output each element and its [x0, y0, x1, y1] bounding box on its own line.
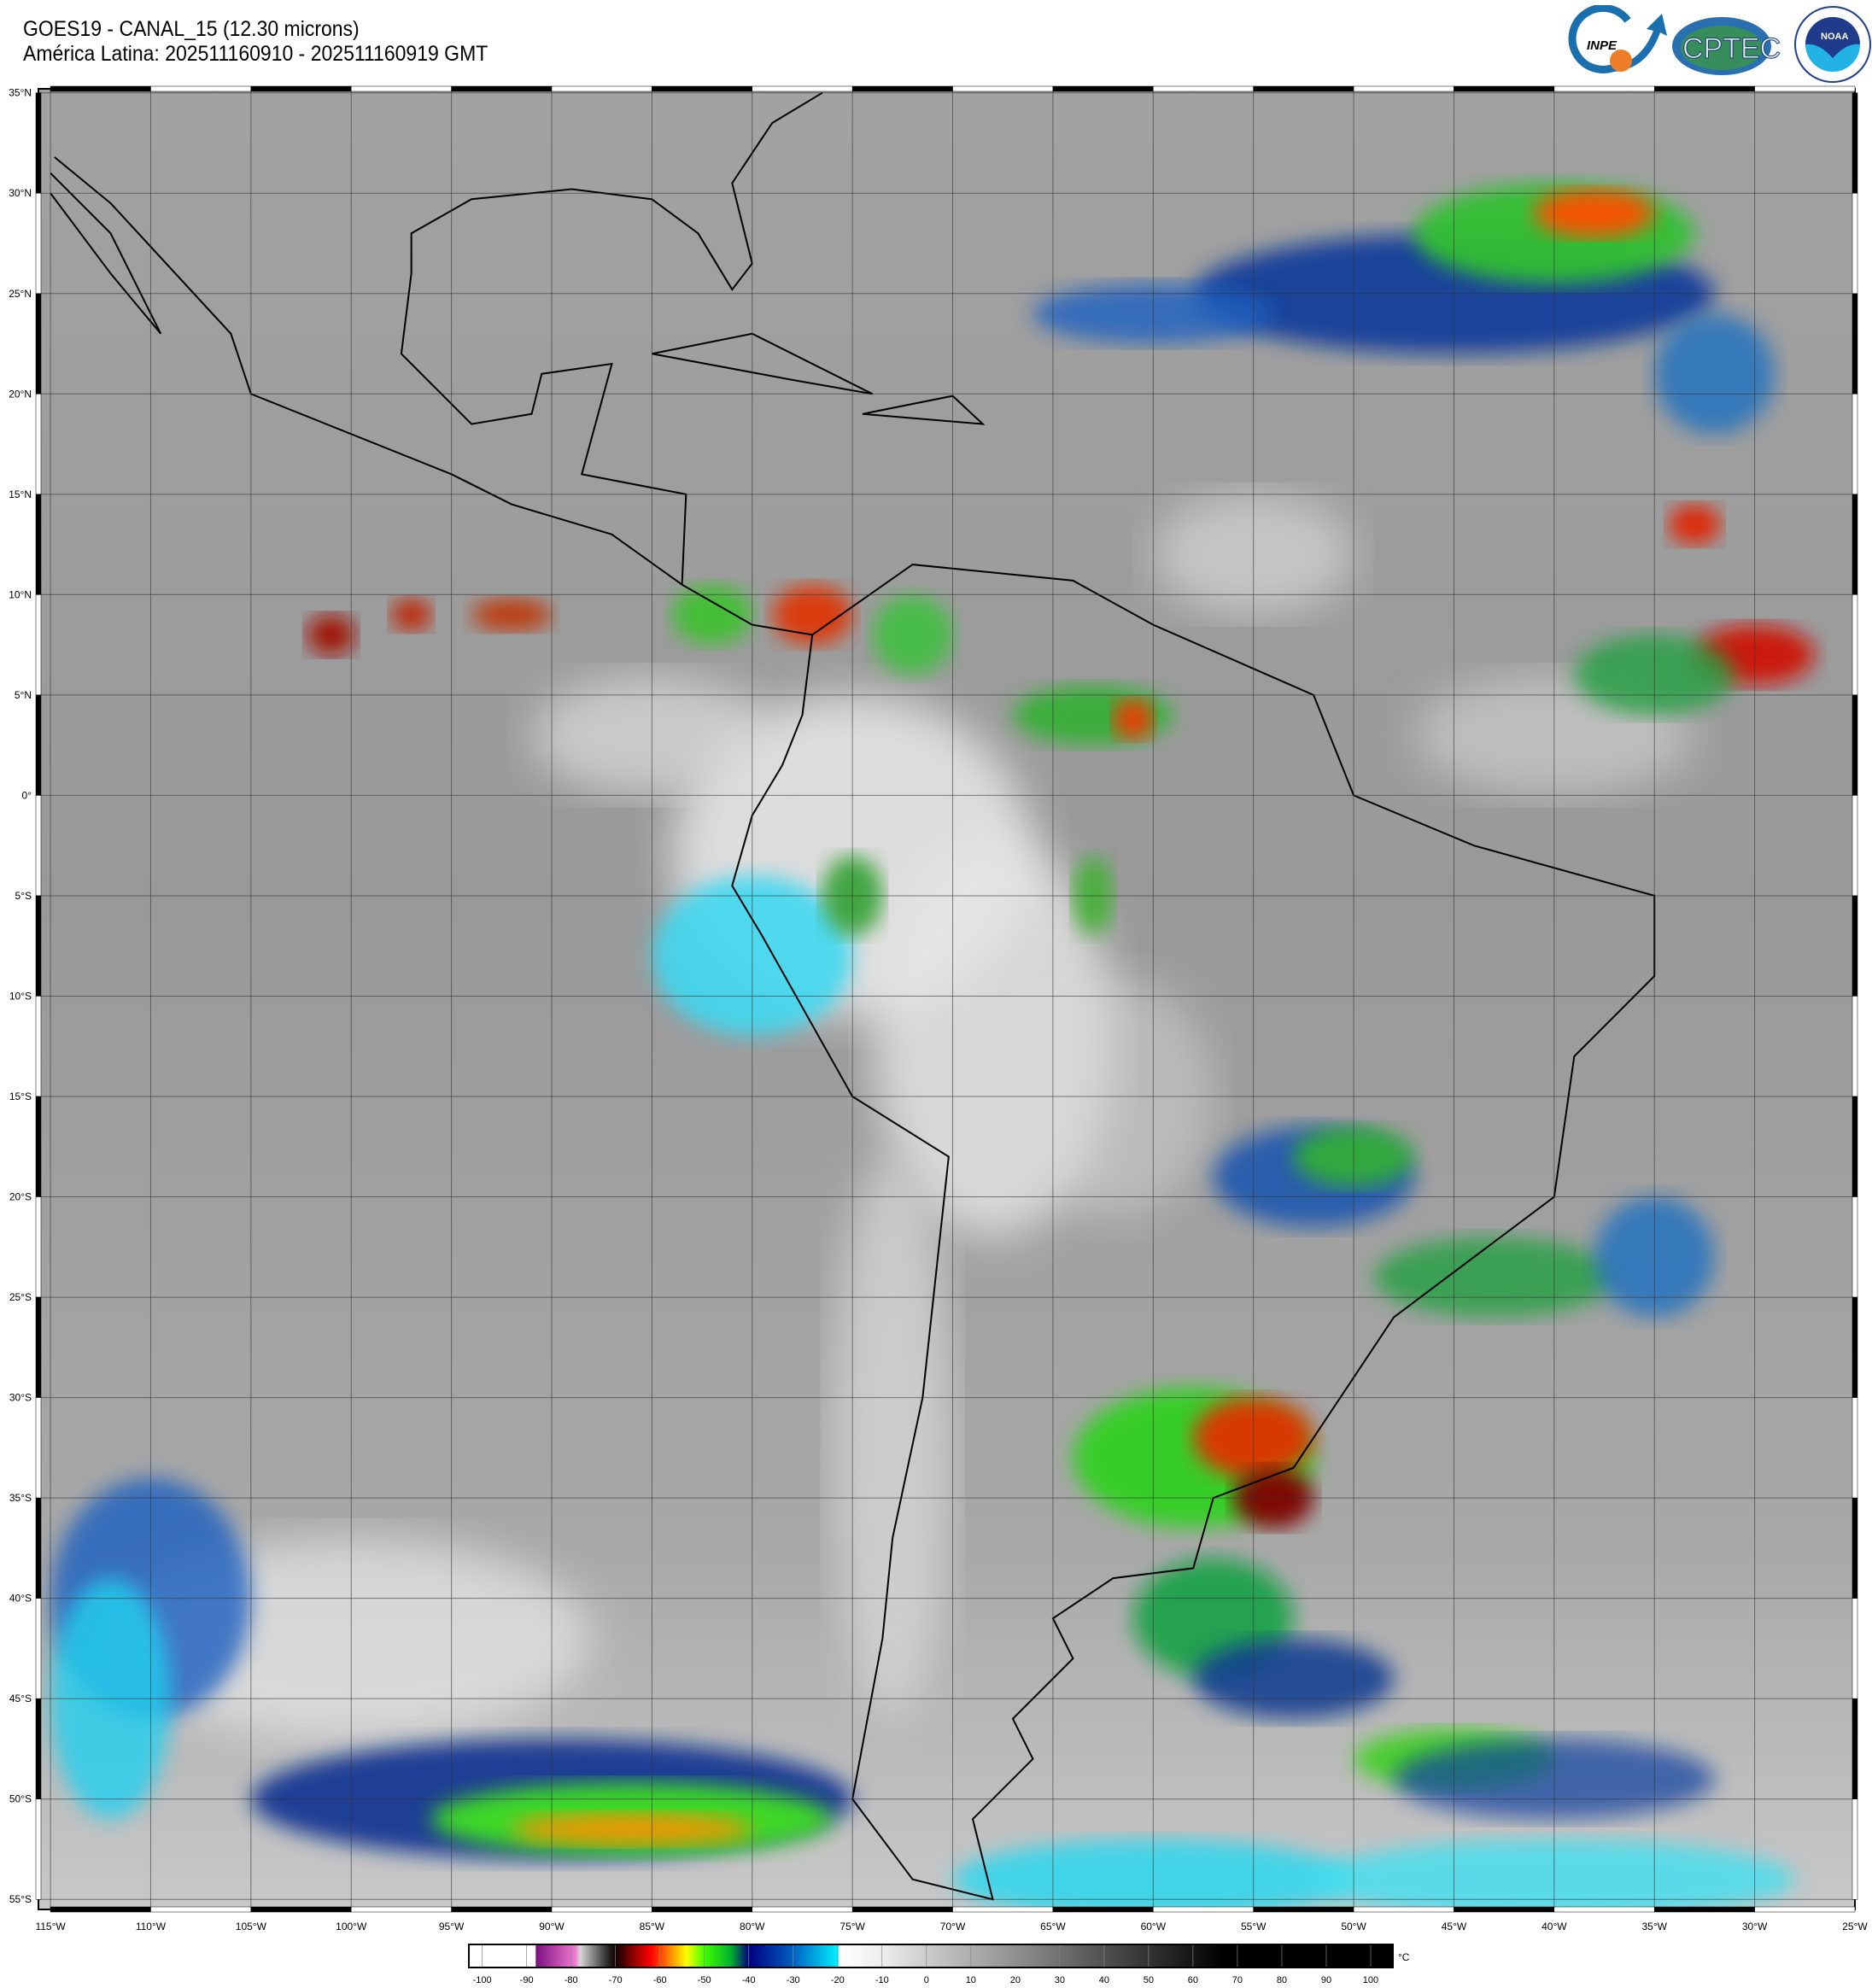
latitude-label: 45°S — [9, 1693, 32, 1704]
latitude-label: 15°N — [9, 488, 32, 500]
colorbar-tick-label: 0 — [924, 1975, 929, 1985]
longitude-label: 75°W — [839, 1921, 865, 1932]
latitude-label: 10°S — [9, 990, 32, 1002]
longitude-label: 115°W — [35, 1921, 66, 1932]
longitude-label: 85°W — [640, 1921, 665, 1932]
longitude-label: 35°W — [1641, 1921, 1667, 1932]
cloud-feature — [1654, 313, 1775, 435]
longitude-label: 95°W — [439, 1921, 465, 1932]
longitude-label: 65°W — [1040, 1921, 1066, 1932]
longitude-label: 40°W — [1541, 1921, 1567, 1932]
latitude-label: 25°S — [9, 1291, 32, 1303]
longitude-label: 90°W — [539, 1921, 565, 1932]
longitude-label: 80°W — [740, 1921, 765, 1932]
longitude-label: 105°W — [236, 1921, 267, 1932]
colorbar-tick-label: -20 — [831, 1975, 845, 1985]
colorbar-tick-label: 90 — [1321, 1975, 1331, 1985]
latitude-label: 55°S — [9, 1893, 32, 1905]
noaa-logo-text: NOAA — [1821, 32, 1848, 42]
colorbar-tick-label: 50 — [1144, 1975, 1154, 1985]
latitude-label: 50°S — [9, 1793, 32, 1805]
longitude-label: 110°W — [136, 1921, 167, 1932]
colorbar-tick-label: -30 — [787, 1975, 800, 1985]
colorbar-tick-label: 40 — [1099, 1975, 1109, 1985]
longitude-label: 30°W — [1742, 1921, 1768, 1932]
colorbar-tick-label: -50 — [698, 1975, 711, 1985]
coastline — [54, 156, 813, 636]
colorbar-ticks: -100 -90 -80 -70 -60 -50 -40 -30 -20 -10 0 10 20 30 40… — [473, 1945, 1378, 1985]
longitude-label: 45°W — [1442, 1921, 1467, 1932]
inpe-logo: INPE — [1568, 5, 1667, 73]
frame-segment — [35, 1798, 42, 1900]
cloud-feature — [391, 599, 432, 631]
frame-segment — [1754, 1906, 1856, 1913]
colorbar-unit: °C — [1398, 1951, 1410, 1963]
cptec-logo: CPTEC — [1672, 17, 1781, 75]
product-title: GOES19 - CANAL_15 (12.30 microns) — [23, 17, 360, 41]
longitude-label: 100°W — [336, 1921, 367, 1932]
cloud-feature — [1113, 699, 1154, 740]
coastline — [50, 172, 162, 335]
map-frame — [35, 85, 1858, 1913]
cloud-feature — [1668, 504, 1721, 545]
coastline — [862, 395, 986, 425]
colorbar-tick-label: 100 — [1363, 1975, 1378, 1985]
colorbar-tick-label: -100 — [473, 1975, 492, 1985]
colorbar-tick-label: 30 — [1055, 1975, 1065, 1985]
latitude-label: 30°S — [9, 1392, 32, 1404]
latitude-label: 20°S — [9, 1191, 32, 1203]
cloud-feature — [872, 594, 953, 675]
latitude-labels: 35°N 30°N 25°N 20°N 15°N 10°N 5°N 0° 5°S 10°S 15°S… — [9, 87, 32, 1906]
latitude-label: 20°N — [9, 388, 32, 400]
cloud-feature — [471, 599, 553, 631]
frame-segment — [1852, 1798, 1858, 1900]
colorbar-tick-label: -80 — [565, 1975, 578, 1985]
latitude-label: 25°N — [9, 288, 32, 300]
latitude-label: 10°N — [9, 588, 32, 600]
longitude-label: 50°W — [1341, 1921, 1366, 1932]
inpe-logo-text: INPE — [1587, 38, 1618, 53]
cloud-feature — [512, 1813, 752, 1845]
latitude-label: 35°N — [9, 87, 32, 99]
colorbar-scale — [468, 1944, 1394, 1968]
colorbar-tick-label: 60 — [1188, 1975, 1198, 1985]
colorbar-tick-label: -40 — [742, 1975, 756, 1985]
longitude-label: 25°W — [1842, 1921, 1868, 1932]
colorbar-tick-label: -60 — [653, 1975, 667, 1985]
colorbar-tick-label: 20 — [1010, 1975, 1021, 1985]
longitude-label: 60°W — [1141, 1921, 1167, 1932]
latitude-label: 15°S — [9, 1090, 32, 1102]
agency-logos: INPE CPTEC NOAA — [1568, 5, 1871, 83]
cloud-feature — [772, 584, 853, 646]
colorbar-tick-label: -70 — [609, 1975, 623, 1985]
cptec-logo-text: CPTEC — [1682, 32, 1781, 65]
colorbar-tick-label: -90 — [520, 1975, 534, 1985]
latitude-label: 5°N — [15, 689, 32, 701]
longitude-label: 55°W — [1241, 1921, 1267, 1932]
latitude-label: 30°N — [9, 187, 32, 199]
region-time-range: América Latina: 202511160910 - 202511160… — [23, 42, 488, 66]
cloud-feature — [671, 584, 752, 646]
graticule — [38, 89, 1855, 1909]
frame-segment — [1754, 85, 1856, 92]
colorbar-tick-label: 80 — [1277, 1975, 1287, 1985]
colorbar-tick-label: -10 — [875, 1975, 889, 1985]
colorbar-tick-label: 10 — [966, 1975, 976, 1985]
latitude-label: 40°S — [9, 1593, 32, 1605]
noaa-logo: NOAA — [1794, 6, 1871, 83]
longitude-labels: 115°W 110°W 105°W 100°W 95°W 90°W 85°W 80°W 75°W… — [35, 1921, 1868, 1932]
latitude-label: 5°S — [15, 890, 32, 902]
latitude-label: 35°S — [9, 1492, 32, 1504]
longitude-label: 70°W — [940, 1921, 966, 1932]
cloud-feature — [307, 614, 355, 655]
cloud-feature — [1534, 189, 1655, 237]
colorbar-tick-label: 70 — [1232, 1975, 1243, 1985]
latitude-label: 0° — [22, 789, 32, 801]
